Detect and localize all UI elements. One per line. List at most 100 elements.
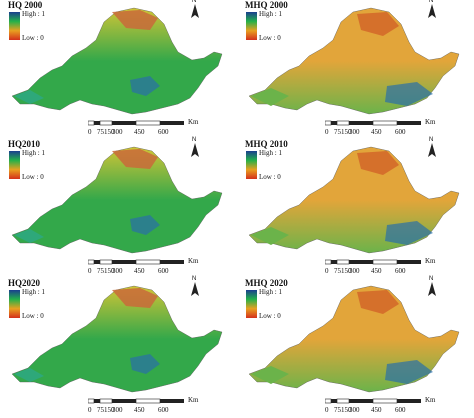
scale-tick-label: 300 <box>349 406 360 414</box>
legend-colorbar <box>246 12 257 40</box>
scale-tick-label: 300 <box>349 267 360 275</box>
wetland-patch <box>385 82 433 106</box>
scale-tick-label: 300 <box>112 267 123 275</box>
scale-unit-label: Km <box>188 118 199 126</box>
panel-title: HQ2010 <box>8 139 41 149</box>
north-label: N <box>429 276 434 282</box>
map-panel: MHQ 2000 High : 1 Low : 0 N 0 75150 300 450… <box>237 0 474 139</box>
legend-low-label: Low : 0 <box>259 312 281 320</box>
scale-unit-label: Km <box>188 257 199 265</box>
legend-high-label: High : 1 <box>259 10 282 18</box>
legend-low-label: Low : 0 <box>22 173 44 181</box>
scale-tick-label: 75150 <box>97 406 115 414</box>
north-label: N <box>429 137 434 143</box>
scale-tick-label: 0 <box>88 267 92 275</box>
map-panel: HQ 2000 High : 1 Low : 0 N 0 75150 300 450 6… <box>0 0 237 139</box>
north-label: N <box>192 276 197 282</box>
legend-colorbar <box>9 290 20 318</box>
scale-tick-label: 0 <box>88 406 92 414</box>
west-region <box>14 90 44 104</box>
scale-tick-label: 450 <box>134 128 145 136</box>
scale-tick-label: 75150 <box>334 128 352 136</box>
scale-unit-label: Km <box>425 118 436 126</box>
scale-tick-label: 0 <box>325 128 329 136</box>
west-region <box>14 229 44 243</box>
map-panel: HQ2020 High : 1 Low : 0 N 0 75150 300 450 60… <box>0 276 238 418</box>
north-arrow-icon: N <box>190 137 202 157</box>
basin-map <box>248 7 460 115</box>
west-region <box>251 227 289 245</box>
wetland-patch <box>130 354 160 374</box>
scale-tick-label: 450 <box>371 406 382 414</box>
basin-map <box>11 146 223 254</box>
scale-tick-label: 450 <box>134 267 145 275</box>
basin-shape <box>11 7 223 115</box>
scale-tick-label: 450 <box>134 406 145 414</box>
legend-low-label: Low : 0 <box>22 34 44 42</box>
legend-high-label: High : 1 <box>259 288 282 296</box>
scale-tick-label: 75150 <box>97 128 115 136</box>
north-arrow-icon: N <box>427 0 439 18</box>
panel-title: HQ2020 <box>8 278 41 288</box>
legend-high-label: High : 1 <box>259 149 282 157</box>
scale-tick-label: 300 <box>112 406 123 414</box>
basin-map <box>248 285 460 393</box>
scale-bar: 0 75150 300 450 600 Km <box>88 118 238 140</box>
scale-tick-label: 600 <box>158 267 169 275</box>
scale-tick-label: 450 <box>371 128 382 136</box>
basin-map <box>11 7 223 115</box>
panel-title: MHQ 2000 <box>245 0 288 10</box>
scale-bar: 0 75150 300 450 600 Km <box>88 396 238 418</box>
scale-tick-label: 75150 <box>97 267 115 275</box>
scale-tick-label: 300 <box>349 128 360 136</box>
scale-tick-label: 600 <box>395 267 406 275</box>
scale-tick-label: 600 <box>395 406 406 414</box>
wetland-patch <box>130 215 160 235</box>
basin-shape <box>11 146 223 254</box>
north-arrow-icon: N <box>190 276 202 296</box>
legend-low-label: Low : 0 <box>22 312 44 320</box>
north-region <box>112 10 158 30</box>
basin-shape <box>11 285 223 393</box>
legend-colorbar <box>246 290 257 318</box>
map-panel: MHQ 2010 High : 1 Low : 0 N 0 75150 300 450… <box>237 137 474 279</box>
north-region <box>357 151 399 175</box>
north-region <box>357 12 399 36</box>
north-label: N <box>192 0 197 4</box>
panel-title: MHQ 2020 <box>245 278 288 288</box>
west-region <box>14 368 44 382</box>
legend-colorbar <box>9 151 20 179</box>
map-panel: HQ2010 High : 1 Low : 0 N 0 75150 300 450 60… <box>0 137 238 279</box>
legend-high-label: High : 1 <box>22 149 45 157</box>
legend-colorbar <box>9 12 20 40</box>
wetland-patch <box>385 360 433 384</box>
north-arrow-icon: N <box>190 0 202 18</box>
north-region <box>112 149 158 169</box>
scale-bar: 0 75150 300 450 600 Km <box>325 118 474 140</box>
north-region <box>112 288 158 308</box>
legend-colorbar <box>246 151 257 179</box>
panel-title: HQ 2000 <box>8 0 43 10</box>
scale-tick-label: 600 <box>158 406 169 414</box>
scale-tick-label: 0 <box>325 406 329 414</box>
scale-unit-label: Km <box>425 257 436 265</box>
north-label: N <box>429 0 434 4</box>
west-region <box>251 366 289 384</box>
scale-tick-label: 0 <box>325 267 329 275</box>
legend-high-label: High : 1 <box>22 10 45 18</box>
north-region <box>357 290 399 314</box>
north-arrow-icon: N <box>427 137 439 157</box>
scale-bar: 0 75150 300 450 600 Km <box>325 257 474 279</box>
scale-tick-label: 0 <box>88 128 92 136</box>
legend-low-label: Low : 0 <box>259 34 281 42</box>
scale-tick-label: 450 <box>371 267 382 275</box>
wetland-patch <box>130 76 160 96</box>
scale-bar: 0 75150 300 450 600 Km <box>325 396 474 418</box>
scale-unit-label: Km <box>425 396 436 404</box>
scale-tick-label: 600 <box>395 128 406 136</box>
basin-map <box>248 146 460 254</box>
scale-bar: 0 75150 300 450 600 Km <box>88 257 238 279</box>
panel-title: MHQ 2010 <box>245 139 288 149</box>
north-arrow-icon: N <box>427 276 439 296</box>
west-region <box>251 88 289 106</box>
